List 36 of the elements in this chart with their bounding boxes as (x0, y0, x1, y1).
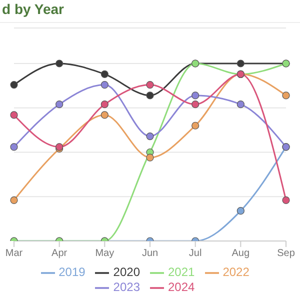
legend-label: 2024 (168, 280, 195, 294)
point (282, 196, 290, 204)
point (10, 196, 18, 204)
x-tick-label: Jun (142, 248, 158, 260)
point (192, 122, 200, 130)
x-tick-label: Jul (188, 248, 202, 260)
point (146, 132, 154, 140)
point (56, 60, 64, 68)
point (100, 81, 108, 89)
point (236, 207, 244, 215)
point (10, 143, 18, 151)
point (100, 70, 108, 78)
point (10, 111, 18, 119)
point (192, 100, 200, 108)
legend-label: 2020 (113, 265, 140, 279)
legend-label: 2021 (168, 265, 195, 279)
point (146, 81, 154, 89)
x-tick-label: Aug (232, 248, 250, 260)
x-tick-label: Apr (52, 248, 68, 260)
legend-label: 2019 (58, 265, 86, 279)
legend-label: 2022 (222, 265, 250, 279)
point (282, 92, 290, 100)
point (236, 100, 244, 108)
chart-title: d by Year (2, 1, 64, 17)
point (146, 92, 154, 100)
point (10, 81, 18, 89)
point (146, 154, 154, 162)
x-tick-label: Sep (277, 248, 296, 260)
x-tick-label: Mar (5, 248, 24, 260)
point (236, 60, 244, 68)
point (100, 111, 108, 119)
point (100, 100, 108, 108)
legend-label: 2023 (113, 280, 140, 294)
point (56, 100, 64, 108)
point (192, 92, 200, 100)
x-tick-label: May (95, 248, 114, 260)
